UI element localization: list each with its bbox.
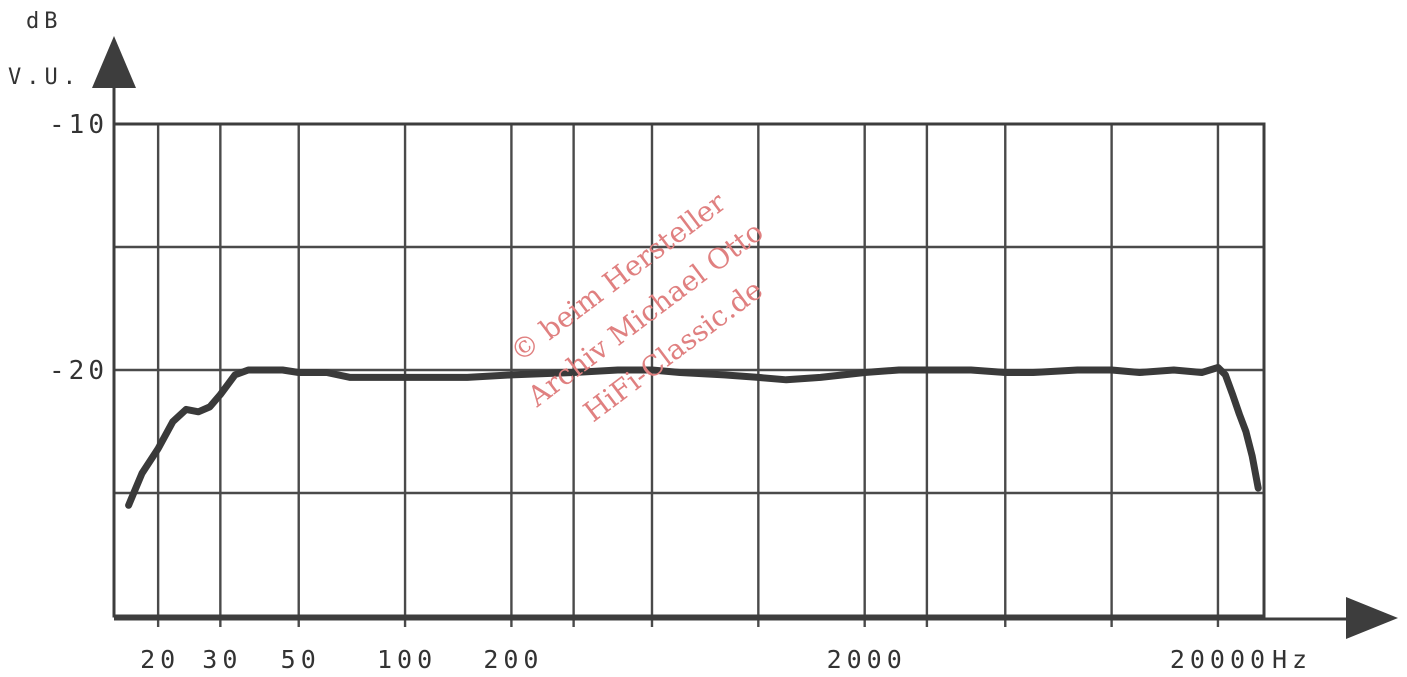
y-axis-arrow-icon bbox=[92, 36, 136, 88]
x-tick-label: 100 bbox=[377, 645, 437, 674]
y-unit-label-vu: V.U. bbox=[8, 65, 81, 90]
watermark: © beim Hersteller Archiv Michael Otto Hi… bbox=[504, 185, 770, 428]
y-unit-label-db: dB bbox=[26, 9, 63, 34]
x-tick-label: 30 bbox=[202, 645, 242, 674]
x-tick-label: 20 bbox=[140, 645, 180, 674]
response-curve bbox=[125, 364, 1262, 509]
x-tick-label: 2000 bbox=[827, 645, 907, 674]
y-tick-label: -20 bbox=[49, 356, 108, 386]
y-tick-labels: -10 -20 bbox=[49, 110, 108, 386]
x-unit-label: Hz bbox=[1272, 645, 1312, 674]
x-tick-label: 50 bbox=[281, 645, 321, 674]
y-tick-label: -10 bbox=[49, 110, 108, 140]
x-tick-label: 200 bbox=[483, 645, 543, 674]
x-tick-labels: 20 30 50 100 200 2000 20000 bbox=[140, 645, 1270, 674]
x-axis-arrow-icon bbox=[1346, 597, 1398, 639]
x-tick-label: 20000 bbox=[1170, 645, 1270, 674]
